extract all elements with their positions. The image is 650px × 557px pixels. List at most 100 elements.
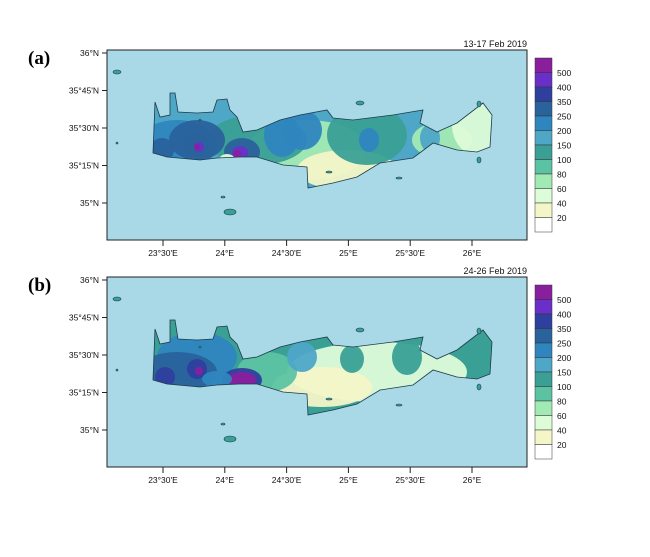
colorbar-label: 80 [557, 170, 567, 180]
panel-date: 13-17 Feb 2019 [463, 39, 527, 49]
colorbar-swatch [534, 144, 553, 160]
colorbar-swatch [534, 313, 553, 329]
small-island [476, 383, 482, 391]
colorbar-swatch [534, 173, 553, 189]
colorbar-label: 250 [557, 339, 571, 349]
colorbar-swatch [534, 386, 553, 402]
rainfall-contour [202, 371, 232, 387]
panel-date: 24-26 Feb 2019 [463, 266, 527, 276]
lat-tick-label: 35°N [80, 198, 99, 208]
small-island [198, 345, 202, 349]
lon-tick-label: 24°30'E [272, 475, 302, 485]
colorbar-swatch [534, 217, 553, 233]
lon-tick-label: 25°E [339, 475, 358, 485]
small-island [325, 170, 333, 174]
colorbar-label: 100 [557, 382, 571, 392]
map-frame: 36°N 35°45'N 35°30'N 35°15'N 35°N 23°30'E 24°E… [69, 275, 528, 485]
panel-a: (a) 13-17 Feb 2019 36°N 35°45'N 35°30'N 35°… [0, 39, 650, 277]
colorbar-label: 150 [557, 141, 571, 151]
colorbar-label: 60 [557, 184, 567, 194]
colorbar-swatch [534, 101, 553, 117]
small-island [220, 195, 226, 199]
rainfall-contour [195, 367, 203, 375]
rainfall-contour [287, 342, 317, 372]
lat-tick-label: 35°30'N [69, 123, 99, 133]
lon-tick-label: 24°30'E [272, 248, 302, 258]
small-island [223, 435, 237, 443]
rainfall-contour [194, 144, 200, 150]
colorbar-label: 400 [557, 310, 571, 320]
panel-label: (a) [28, 48, 51, 69]
lon-tick-label: 25°30'E [395, 475, 425, 485]
colorbar-label: 40 [557, 199, 567, 209]
colorbar-label: 200 [557, 126, 571, 136]
rainfall-contour [392, 339, 422, 375]
colorbar-swatch [534, 202, 553, 218]
small-island [198, 118, 202, 122]
colorbar-swatch [534, 86, 553, 102]
colorbar-label: 60 [557, 411, 567, 421]
lat-tick-label: 35°30'N [69, 350, 99, 360]
colorbar-label: 350 [557, 97, 571, 107]
lat-tick-label: 35°15'N [69, 388, 99, 398]
colorbar-swatch [534, 72, 553, 88]
colorbar-label: 80 [557, 397, 567, 407]
map-frame: 36°N 35°45'N 35°30'N 35°15'N 35°N 23°30'E 24°E… [69, 48, 528, 258]
small-island [476, 156, 482, 164]
colorbar-swatch [534, 57, 553, 73]
lat-tick-label: 36°N [80, 275, 99, 285]
rainfall-contour [233, 150, 241, 158]
panel-label: (b) [28, 275, 52, 296]
colorbar-label: 20 [557, 213, 567, 223]
panel-b: (b) 24-26 Feb 2019 36°N 35°45'N 35°30'N 35°… [0, 266, 650, 504]
colorbar-label: 350 [557, 324, 571, 334]
small-island [395, 403, 403, 407]
lon-tick-label: 23°30'E [148, 475, 178, 485]
lat-tick-label: 35°45'N [69, 86, 99, 96]
crete-coastline [152, 92, 493, 189]
colorbar-swatch [534, 115, 553, 131]
colorbar-swatch [534, 130, 553, 146]
colorbar-swatch [534, 342, 553, 358]
colorbar-label: 150 [557, 368, 571, 378]
colorbar-swatch [534, 159, 553, 175]
colorbar-label: 400 [557, 83, 571, 93]
colorbar: 500 400 350 250 200 150 100 80 60 40 20 [534, 284, 571, 460]
rainfall-contour [359, 128, 379, 152]
lat-tick-label: 36°N [80, 48, 99, 58]
small-island [112, 69, 122, 75]
colorbar-swatch [534, 328, 553, 344]
small-island [395, 176, 403, 180]
colorbar-swatch [534, 188, 553, 204]
lon-tick-label: 25°E [339, 248, 358, 258]
colorbar-swatch [534, 429, 553, 445]
colorbar-swatch [534, 284, 553, 300]
small-island [355, 100, 365, 106]
lon-tick-label: 26°E [463, 475, 482, 485]
colorbar-swatch [534, 400, 553, 416]
small-island [115, 368, 119, 372]
colorbar-swatch [534, 415, 553, 431]
lat-tick-label: 35°N [80, 425, 99, 435]
lat-tick-label: 35°45'N [69, 313, 99, 323]
map-b: 36°N 35°45'N 35°30'N 35°15'N 35°N 23°30'E 24°E… [69, 275, 572, 485]
colorbar-label: 500 [557, 68, 571, 78]
colorbar-label: 40 [557, 426, 567, 436]
small-island [220, 422, 226, 426]
colorbar: 500 400 350 250 200 150 100 80 60 40 20 [534, 57, 571, 233]
colorbar-label: 500 [557, 295, 571, 305]
small-island [112, 296, 122, 302]
small-island [355, 327, 365, 333]
small-island [476, 327, 482, 335]
lon-tick-label: 25°30'E [395, 248, 425, 258]
colorbar-swatch [534, 299, 553, 315]
colorbar-label: 20 [557, 440, 567, 450]
small-island [115, 141, 119, 145]
colorbar-swatch [534, 371, 553, 387]
colorbar-label: 100 [557, 155, 571, 165]
rainfall-contour [340, 345, 364, 373]
colorbar-swatch [534, 357, 553, 373]
crete-coastline [152, 319, 493, 416]
small-island [476, 100, 482, 108]
colorbar-swatch [534, 444, 553, 460]
